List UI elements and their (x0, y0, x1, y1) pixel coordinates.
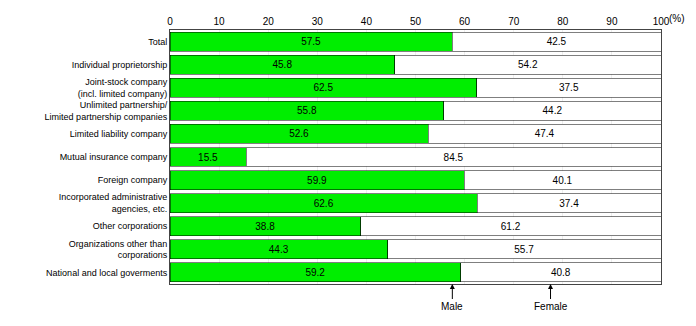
svg-text:0: 0 (167, 16, 173, 27)
svg-text:44.2: 44.2 (543, 105, 563, 116)
svg-text:90: 90 (606, 16, 618, 27)
svg-text:57.5: 57.5 (301, 36, 321, 47)
svg-text:38.8: 38.8 (255, 221, 275, 232)
svg-text:Mutual insurance company: Mutual insurance company (60, 152, 168, 162)
svg-text:37.4: 37.4 (559, 198, 579, 209)
svg-text:47.4: 47.4 (535, 128, 555, 139)
svg-text:70: 70 (508, 16, 520, 27)
svg-text:40.8: 40.8 (551, 267, 571, 278)
svg-text:59.9: 59.9 (307, 175, 327, 186)
svg-text:62.5: 62.5 (313, 82, 333, 93)
svg-text:Total: Total (148, 37, 167, 47)
svg-text:50: 50 (410, 16, 422, 27)
svg-text:44.3: 44.3 (269, 244, 289, 255)
svg-text:Individual proprietorship: Individual proprietorship (72, 60, 168, 70)
svg-text:100: 100 (653, 16, 670, 27)
svg-text:Incorporated administrativeage: Incorporated administrativeagencies, etc… (59, 192, 168, 214)
svg-text:80: 80 (557, 16, 569, 27)
svg-text:84.5: 84.5 (444, 152, 464, 163)
svg-text:Organizations other thancorpor: Organizations other thancorporations (69, 239, 168, 261)
svg-text:61.2: 61.2 (501, 221, 521, 232)
svg-text:Other corporations: Other corporations (93, 221, 168, 231)
svg-text:55.8: 55.8 (297, 105, 317, 116)
svg-text:55.7: 55.7 (514, 244, 534, 255)
svg-text:37.5: 37.5 (559, 82, 579, 93)
svg-text:15.5: 15.5 (198, 152, 218, 163)
svg-text:40: 40 (361, 16, 373, 27)
svg-text:52.6: 52.6 (289, 128, 309, 139)
svg-text:Joint-stock company(incl. limi: Joint-stock company(incl. limited compan… (78, 77, 168, 99)
svg-text:30: 30 (312, 16, 324, 27)
svg-text:10: 10 (214, 16, 226, 27)
svg-text:60: 60 (459, 16, 471, 27)
svg-text:20: 20 (263, 16, 275, 27)
svg-text:42.5: 42.5 (547, 36, 567, 47)
svg-text:(%): (%) (669, 13, 685, 24)
svg-text:Female: Female (534, 301, 568, 312)
svg-text:54.2: 54.2 (518, 59, 538, 70)
svg-text:Foreign company: Foreign company (98, 175, 168, 185)
svg-text:40.1: 40.1 (553, 175, 573, 186)
svg-text:Unlimited partnership/Limited: Unlimited partnership/Limited partnershi… (45, 100, 168, 122)
svg-text:Male: Male (441, 301, 463, 312)
svg-text:Limited liability company: Limited liability company (70, 129, 168, 139)
svg-text:45.8: 45.8 (272, 59, 292, 70)
svg-text:62.6: 62.6 (314, 198, 334, 209)
svg-text:59.2: 59.2 (305, 267, 325, 278)
svg-text:National and local goverments: National and local goverments (46, 268, 168, 278)
